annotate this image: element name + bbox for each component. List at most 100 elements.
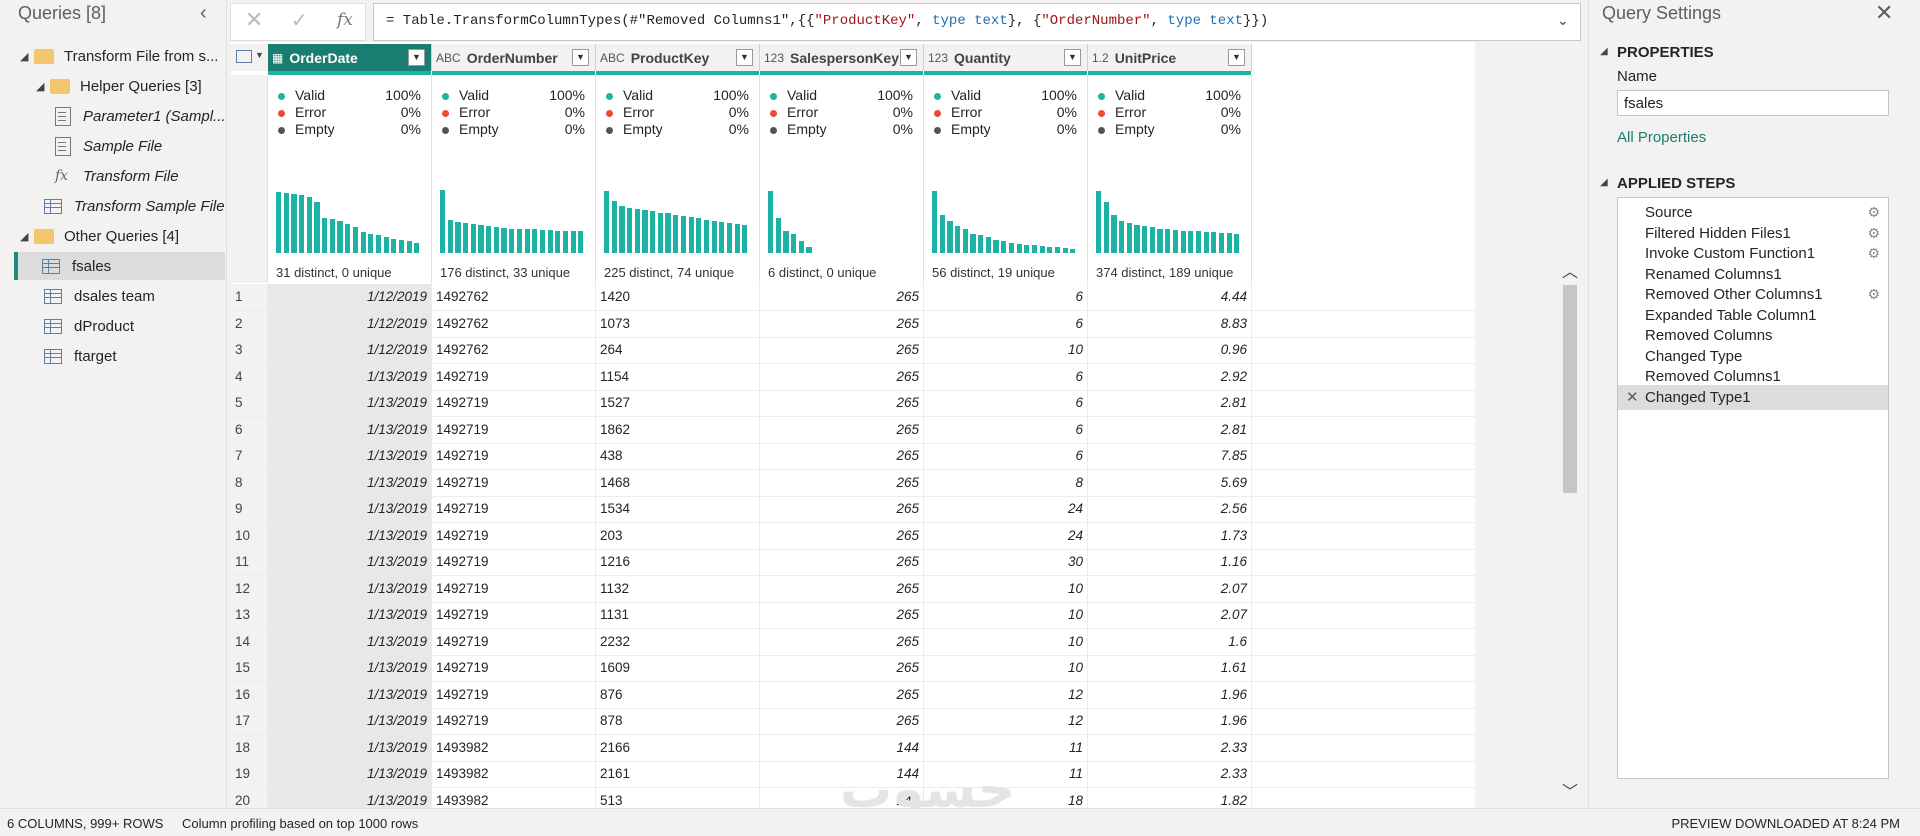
filter-dropdown-icon[interactable]: ▼ [1064, 49, 1081, 66]
applied-step[interactable]: Filtered Hidden Files1 ⚙ [1618, 221, 1888, 246]
filter-dropdown-icon[interactable]: ▼ [408, 49, 425, 66]
table-cell[interactable]: 0.96 [1088, 337, 1252, 363]
table-cell[interactable]: 1534 [596, 496, 760, 522]
fx-icon[interactable]: fx [337, 10, 353, 30]
table-cell[interactable]: 1609 [596, 655, 760, 681]
histogram-bar[interactable] [345, 223, 351, 253]
table-cell[interactable]: 265 [760, 390, 924, 416]
table-cell[interactable]: 7.85 [1088, 443, 1252, 469]
histogram-bar[interactable] [455, 221, 461, 253]
histogram-bar[interactable] [322, 217, 328, 253]
histogram-bar[interactable] [532, 229, 538, 253]
histogram-bar[interactable] [955, 226, 961, 253]
histogram-bar[interactable] [1226, 233, 1232, 253]
histogram-bar[interactable] [368, 233, 374, 253]
table-cell[interactable]: 265 [760, 602, 924, 628]
table-row[interactable]: 20 1/13/2019 1493982 513 144 18 1.82 [231, 787, 1475, 808]
table-cell[interactable]: 265 [760, 469, 924, 496]
table-row[interactable]: 19 1/13/2019 1493982 2161 144 11 2.33 [231, 761, 1475, 788]
applied-step[interactable]: Source ⚙ [1618, 200, 1888, 225]
table-cell[interactable]: 265 [760, 681, 924, 708]
table-cell[interactable]: 8.83 [1088, 310, 1252, 337]
query-item[interactable]: fx Transform File [55, 162, 226, 190]
query-item[interactable]: ◢ Other Queries [4] [20, 222, 226, 250]
histogram-bar[interactable] [524, 229, 530, 253]
histogram-bar[interactable] [447, 219, 453, 253]
histogram-bar[interactable] [1054, 247, 1061, 253]
table-row[interactable]: 7 1/13/2019 1492719 438 265 6 7.85 [231, 443, 1475, 470]
table-cell[interactable]: 1.73 [1088, 522, 1252, 549]
table-cell[interactable]: 1492719 [432, 390, 596, 416]
table-cell[interactable]: 878 [596, 708, 760, 734]
histogram-bar[interactable] [742, 224, 748, 253]
table-cell[interactable]: 6 [924, 284, 1088, 310]
histogram-bar[interactable] [406, 241, 412, 253]
histogram-bar[interactable] [962, 228, 968, 253]
histogram-bar[interactable] [783, 230, 789, 253]
table-cell[interactable]: 265 [760, 655, 924, 681]
histogram-bar[interactable] [337, 221, 343, 253]
table-row[interactable]: 1 1/12/2019 1492762 1420 265 6 4.44 [231, 284, 1475, 311]
histogram-bar[interactable] [798, 241, 804, 253]
table-cell[interactable]: 1/13/2019 [268, 708, 432, 734]
table-cell[interactable]: 1492762 [432, 310, 596, 337]
histogram-bar[interactable] [314, 201, 320, 253]
histogram-bar[interactable] [673, 214, 679, 253]
applied-step[interactable]: Changed Type [1618, 344, 1888, 369]
histogram-bar[interactable] [1016, 244, 1022, 253]
applied-step[interactable]: Expanded Table Column1 [1618, 303, 1888, 328]
histogram-bar[interactable] [291, 194, 297, 253]
table-cell[interactable]: 2232 [596, 628, 760, 655]
table-cell[interactable]: 4.44 [1088, 284, 1252, 310]
table-cell[interactable]: 1131 [596, 602, 760, 628]
table-cell[interactable]: 1/13/2019 [268, 549, 432, 575]
table-cell[interactable]: 1420 [596, 284, 760, 310]
table-row[interactable]: 11 1/13/2019 1492719 1216 265 30 1.16 [231, 549, 1475, 576]
table-row[interactable]: 9 1/13/2019 1492719 1534 265 24 2.56 [231, 496, 1475, 523]
histogram-bar[interactable] [680, 215, 686, 253]
histogram-bar[interactable] [1180, 230, 1186, 253]
query-item[interactable]: dsales team [44, 282, 226, 310]
table-row[interactable]: 6 1/13/2019 1492719 1862 265 6 2.81 [231, 416, 1475, 444]
table-cell[interactable]: 1.96 [1088, 708, 1252, 734]
table-cell[interactable]: 876 [596, 681, 760, 708]
table-cell[interactable]: 144 [760, 734, 924, 761]
type-icon[interactable]: ▦ [272, 50, 284, 65]
table-cell[interactable]: 265 [760, 310, 924, 337]
type-icon[interactable]: ABC [600, 50, 625, 65]
table-cell[interactable]: 144 [760, 761, 924, 787]
histogram-bar[interactable] [555, 230, 561, 253]
query-item[interactable]: Parameter1 (Sampl... [55, 102, 226, 130]
table-cell[interactable]: 10 [924, 575, 1088, 602]
histogram-bar[interactable] [1157, 228, 1163, 253]
histogram-bar[interactable] [1211, 231, 1217, 253]
table-cell[interactable]: 265 [760, 443, 924, 469]
table-cell[interactable]: 11 [924, 761, 1088, 787]
histogram-bar[interactable] [642, 210, 648, 253]
histogram-bar[interactable] [650, 211, 656, 253]
table-cell[interactable]: 2.56 [1088, 496, 1252, 522]
table-cell[interactable]: 265 [760, 575, 924, 602]
query-item[interactable]: ◢ Helper Queries [3] [36, 72, 226, 100]
table-cell[interactable]: 265 [760, 549, 924, 575]
table-cell[interactable]: 6 [924, 416, 1088, 443]
table-cell[interactable]: 1.16 [1088, 549, 1252, 575]
histogram-bar[interactable] [1047, 246, 1053, 253]
table-row[interactable]: 16 1/13/2019 1492719 876 265 12 1.96 [231, 681, 1475, 709]
table-cell[interactable]: 265 [760, 628, 924, 655]
histogram-bar[interactable] [276, 192, 282, 253]
table-cell[interactable]: 1.82 [1088, 787, 1252, 808]
table-cell[interactable]: 1/13/2019 [268, 522, 432, 549]
table-cell[interactable]: 1/13/2019 [268, 363, 432, 390]
table-row[interactable]: 2 1/12/2019 1492762 1073 265 6 8.83 [231, 310, 1475, 338]
formula-bar[interactable]: = Table.TransformColumnTypes(#"Removed C… [373, 3, 1581, 41]
histogram-bar[interactable] [547, 229, 553, 253]
histogram-bar[interactable] [360, 231, 366, 253]
histogram-bar[interactable] [398, 240, 405, 253]
table-cell[interactable]: 2166 [596, 734, 760, 761]
table-cell[interactable]: 1/13/2019 [268, 416, 432, 443]
table-cell[interactable]: 1492719 [432, 469, 596, 496]
table-cell[interactable]: 2.81 [1088, 390, 1252, 416]
table-cell[interactable]: 203 [596, 522, 760, 549]
table-cell[interactable]: 10 [924, 602, 1088, 628]
